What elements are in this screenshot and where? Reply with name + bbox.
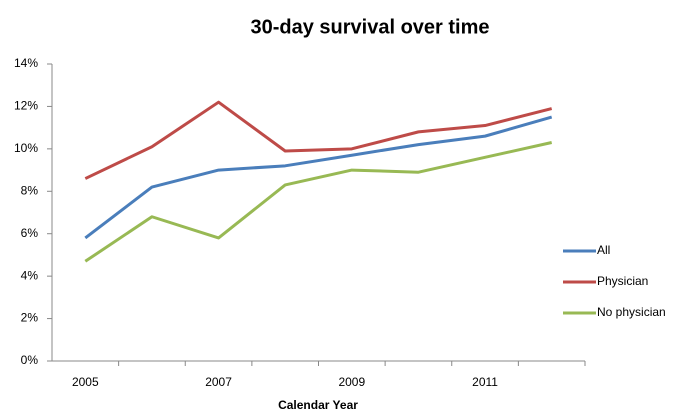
series-line (84, 141, 553, 263)
y-tick-label: 2% (21, 311, 39, 325)
y-tick-label: 10% (14, 141, 38, 155)
y-tick-label: 14% (14, 56, 38, 70)
chart-title: 30-day survival over time (250, 16, 489, 38)
x-tick-label: 2007 (205, 375, 232, 389)
legend-label: Physician (597, 274, 648, 288)
y-tick-label: 6% (21, 226, 39, 240)
y-tick-label: 12% (14, 99, 38, 113)
x-tick-label: 2009 (338, 375, 365, 389)
legend-label: No physician (597, 305, 666, 319)
legend-label: All (597, 243, 610, 257)
x-tick-label: 2011 (472, 375, 498, 389)
x-axis-label: Calendar Year (278, 398, 358, 412)
y-tick-label: 8% (21, 183, 39, 197)
y-tick-label: 0% (21, 353, 39, 367)
series-line (84, 115, 553, 240)
x-tick-label: 2005 (72, 375, 99, 389)
series-line (84, 100, 553, 180)
y-tick-label: 4% (21, 268, 39, 282)
